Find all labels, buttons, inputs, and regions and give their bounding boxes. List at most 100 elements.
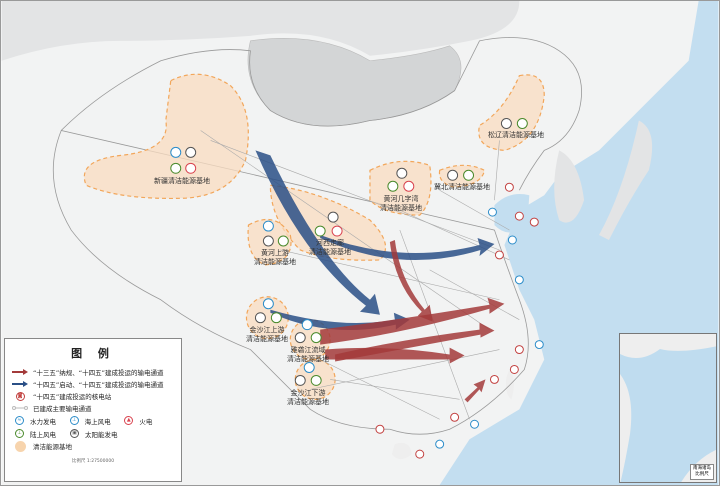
nuclear-station-icon[interactable]	[494, 250, 504, 260]
nuclear-station-icon[interactable]	[514, 211, 524, 221]
onshore-wind-icon	[170, 162, 182, 174]
legend-item: 清洁能源基地	[11, 440, 175, 452]
legend-label: 海上风电	[84, 417, 111, 426]
legend-item: “十三五”纳规、“十四五”建成投运的输电通道	[11, 366, 175, 378]
solar-icon	[262, 235, 274, 247]
inset-title-text: 南海诸岛	[693, 466, 711, 471]
solar-icon	[185, 146, 197, 158]
base-label-line: 清洁能源基地	[287, 398, 329, 406]
base-label-line: 河西走廊	[316, 239, 344, 247]
legend-item: 已建成主要输电通道	[11, 402, 175, 414]
base-label-jinsha-lower: 金沙江下游 清洁能源基地	[287, 389, 329, 407]
onshore-wind-icon	[270, 312, 282, 324]
onshore-wind-icon	[314, 225, 326, 237]
red-transmission-arrow	[320, 297, 505, 345]
red-arrow-icon	[11, 369, 29, 375]
base-label-yalong: 雅砻江流域 清洁能源基地	[287, 346, 329, 364]
blue-arrow-icon	[11, 381, 29, 387]
base-swatch-icon	[14, 440, 26, 452]
nuclear-station-icon[interactable]	[415, 449, 425, 459]
legend-item: ◙ “十四五”建成投运的核电站	[11, 390, 175, 402]
legend-label: 太阳能发电	[85, 430, 118, 439]
south-china-sea-inset: 南海诸岛 比例尺	[619, 333, 717, 483]
offshore-wind-icon: ⊥	[69, 416, 79, 425]
nuclear-station-icon[interactable]	[450, 412, 460, 422]
nuclear-station-icon[interactable]	[529, 217, 539, 227]
hydro-icon	[170, 146, 182, 158]
base-label-line: 清洁能源基地	[380, 204, 422, 212]
onshore-wind-icon	[463, 169, 475, 181]
nuclear-station-icon[interactable]	[375, 424, 385, 434]
base-label-line: 清洁能源基地	[309, 248, 351, 256]
onshore-wind-icon	[310, 332, 322, 344]
line-icon	[11, 405, 29, 411]
legend-label: “十四五”启动、“十四五”建成投运的输电通道	[33, 381, 164, 389]
base-area-songliao	[478, 74, 545, 151]
onshore-wind-icon	[387, 180, 399, 192]
legend-item: “十四五”启动、“十四五”建成投运的输电通道	[11, 378, 175, 390]
base-label-jinsha-upper: 金沙江上游 清洁能源基地	[246, 326, 288, 344]
legend-label: 清洁能源基地	[33, 443, 72, 451]
legend-label: 陆上风电	[30, 430, 56, 439]
korea-japan	[554, 120, 653, 241]
offshore-wind-icon	[534, 340, 544, 350]
nuclear-icon: ◙	[15, 391, 25, 401]
legend-label: 火电	[139, 417, 153, 426]
blue-transmission-arrow	[320, 235, 495, 261]
solar-icon	[500, 118, 512, 129]
hydro-icon	[303, 362, 315, 373]
base-label-line: 金沙江下游	[290, 389, 326, 397]
base-label-huanghe-upper: 黄河上游 清洁能源基地	[254, 249, 296, 267]
base-area-jiziwan	[369, 160, 432, 216]
offshore-wind-icon	[435, 439, 445, 449]
hydro-icon	[262, 298, 274, 310]
base-label-hexi: 河西走廊 清洁能源基地	[309, 239, 351, 257]
solar-icon	[396, 167, 408, 179]
nuclear-station-icon[interactable]	[489, 374, 499, 384]
base-label-line: 金沙江上游	[249, 326, 285, 334]
inset-scale-text: 比例尺	[695, 472, 709, 477]
legend-label: “十三五”纳规、“十四五”建成投运的输电通道	[33, 369, 164, 377]
red-transmission-arrow	[335, 322, 495, 362]
onshore-wind-icon	[310, 374, 322, 386]
legend-label: 已建成主要输电通道	[33, 405, 92, 413]
offshore-wind-icon	[507, 235, 517, 245]
thermal-icon: ▲	[124, 416, 134, 425]
hydro-icon	[301, 319, 313, 331]
base-label-line: 新疆清洁能源基地	[154, 177, 210, 185]
thermal-icon	[403, 180, 415, 192]
offshore-wind-icon	[470, 419, 480, 429]
legend-label: “十四五”建成投运的核电站	[33, 393, 112, 401]
base-label-jiziwan: 黄河几字湾 清洁能源基地	[380, 195, 422, 213]
base-label-line: 冀北清洁能源基地	[434, 183, 490, 191]
legend-label: 水力发电	[30, 417, 56, 426]
base-label-line: 清洁能源基地	[287, 355, 329, 363]
solar-icon: ▣	[70, 429, 79, 438]
base-label-xinjiang: 新疆清洁能源基地	[154, 177, 210, 186]
china-border	[52, 37, 582, 435]
base-label-line: 松辽清洁能源基地	[488, 131, 544, 139]
hydro-icon: ≈	[15, 416, 24, 425]
legend-title: 图 例	[71, 347, 115, 360]
nuclear-station-icon[interactable]	[514, 345, 524, 355]
solar-icon	[254, 312, 266, 324]
inset-map	[620, 334, 716, 482]
solar-icon	[294, 332, 306, 344]
solar-icon	[327, 211, 339, 223]
onshore-wind-icon: ⊥	[15, 429, 24, 438]
base-label-line: 黄河几字湾	[383, 195, 419, 203]
hainan	[391, 442, 412, 460]
russia	[1, 1, 520, 61]
hydro-icon	[262, 220, 274, 232]
blue-transmission-arrow	[255, 150, 380, 315]
nuclear-station-icon[interactable]	[504, 182, 514, 192]
scale-text: 比例尺 1:27500000	[71, 459, 115, 464]
base-label-jibei: 冀北清洁能源基地	[434, 183, 490, 192]
base-label-songliao: 松辽清洁能源基地	[488, 131, 544, 140]
base-label-line: 清洁能源基地	[254, 258, 296, 266]
red-transmission-arrow	[389, 240, 433, 322]
legend: 图 例 “十三五”纳规、“十四五”建成投运的输电通道 “十四五”启动、“十四五”…	[4, 338, 182, 482]
nuclear-station-icon[interactable]	[509, 364, 519, 374]
base-label-line: 清洁能源基地	[246, 335, 288, 343]
thermal-icon	[331, 225, 343, 237]
